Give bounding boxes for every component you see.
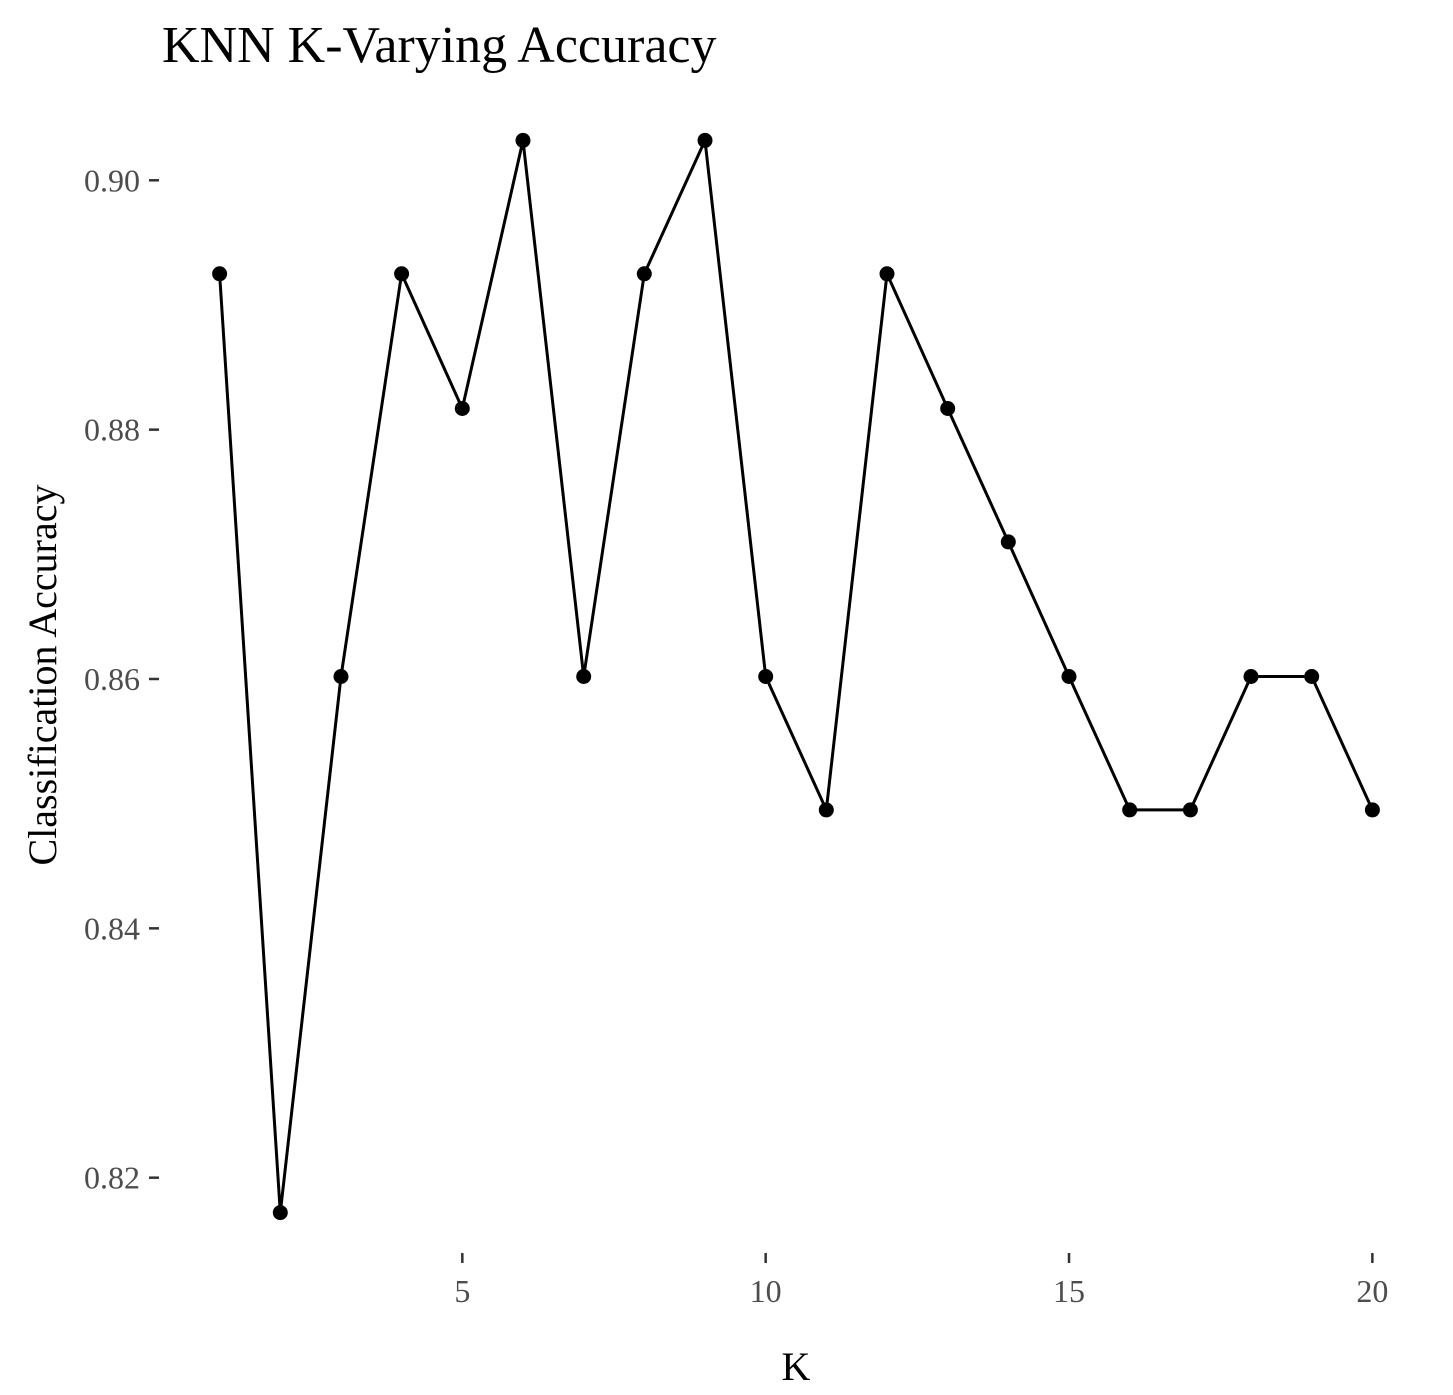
y-tick-label: 0.90 (84, 162, 140, 198)
data-point (1364, 802, 1380, 818)
x-axis: 5 10 15 20 (454, 1253, 1388, 1309)
y-tick-label: 0.82 (84, 1160, 140, 1196)
data-point (212, 266, 228, 282)
data-point (576, 669, 592, 684)
y-tick-label: 0.84 (84, 910, 140, 946)
x-tick-label: 20 (1356, 1273, 1388, 1309)
x-axis-title: K (782, 1344, 811, 1389)
data-point (636, 266, 652, 282)
data-point (333, 669, 349, 684)
data-point (1000, 534, 1016, 550)
data-point (1122, 802, 1138, 818)
series-line (218, 138, 1374, 1215)
data-point (394, 266, 410, 282)
data-point (272, 1205, 288, 1221)
data-point (879, 266, 895, 282)
data-point (758, 669, 774, 684)
chart-title: KNN K-Varying Accuracy (162, 17, 716, 74)
data-point (515, 132, 531, 148)
data-point (1304, 669, 1320, 684)
data-point (940, 401, 956, 416)
plot-series (212, 132, 1380, 1221)
y-axis: 0.82 0.84 0.86 0.88 0.90 (84, 162, 159, 1196)
x-tick-label: 15 (1053, 1273, 1085, 1309)
x-tick-label: 5 (454, 1273, 470, 1309)
y-tick-label: 0.88 (84, 412, 140, 448)
data-point (454, 401, 470, 416)
data-point (1243, 669, 1259, 684)
y-axis-title: Classification Accuracy (20, 485, 65, 866)
data-point (1061, 669, 1077, 684)
y-tick-label: 0.86 (84, 661, 140, 697)
data-point (1182, 802, 1198, 818)
x-tick-label: 10 (750, 1273, 782, 1309)
data-point (697, 132, 713, 148)
data-point (818, 802, 834, 818)
